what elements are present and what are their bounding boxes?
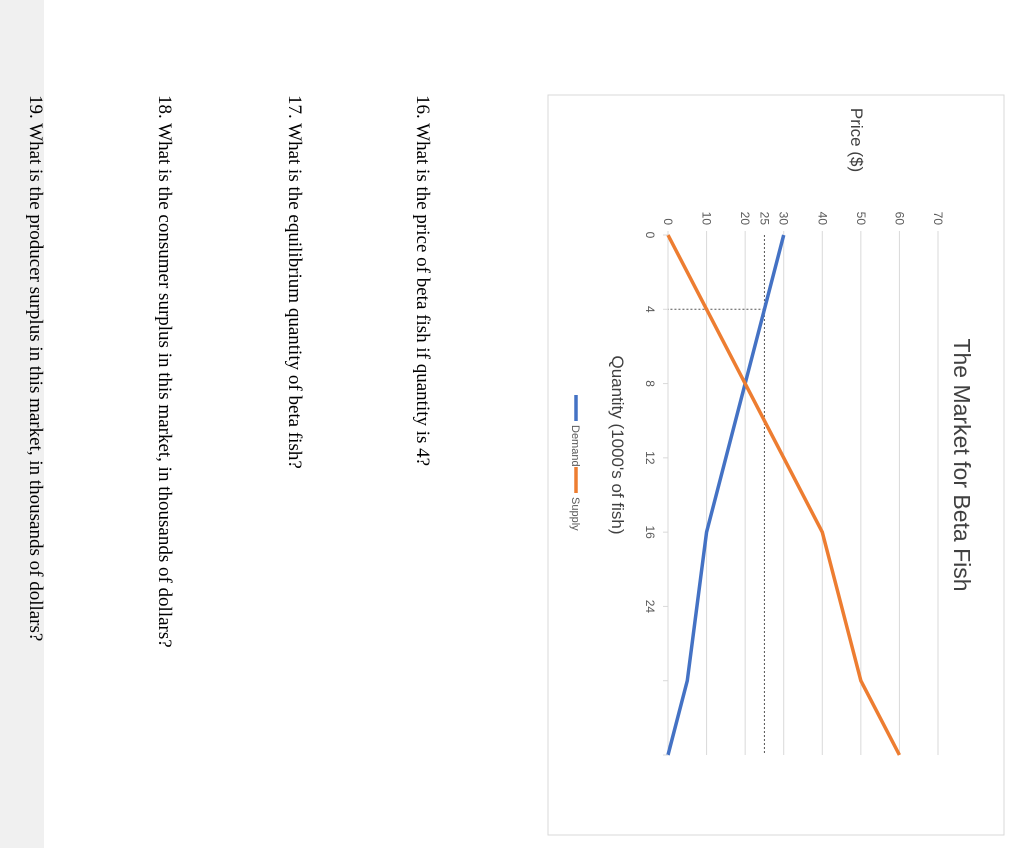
question-18: 18. What is the consumer surplus in this… xyxy=(154,95,175,648)
page-margin-bar xyxy=(0,0,44,848)
y-tick-label: 0 xyxy=(661,218,675,225)
supply-line xyxy=(666,234,901,756)
chart-title: The Market for Beta Fish xyxy=(949,338,975,591)
y-tick-label: 40 xyxy=(815,212,829,226)
x-tick-label: 0 xyxy=(643,232,657,239)
y-axis-title: Price ($) xyxy=(847,108,866,172)
x-tick-label: 8 xyxy=(643,380,657,387)
x-tick-label: 16 xyxy=(643,525,657,539)
series-lines xyxy=(666,234,901,756)
demand-legend-label: Demand xyxy=(569,425,581,467)
y-tick-label: 50 xyxy=(854,212,868,226)
y-tick-label: 60 xyxy=(892,212,906,226)
chart-frame xyxy=(547,94,1005,836)
x-tick-label: 24 xyxy=(643,600,657,614)
legend: Demand Supply xyxy=(569,395,581,531)
x-axis-title: Quantity (1000's of fish) xyxy=(608,356,627,535)
x-ticks: 0 4 8 12 16 24 xyxy=(643,232,668,756)
y-tick-label: 30 xyxy=(777,212,791,226)
gridlines xyxy=(667,231,939,755)
supply-legend-label: Supply xyxy=(569,497,581,531)
question-16: 16. What is the price of beta fish if qu… xyxy=(412,95,433,466)
y-tick-label: 20 xyxy=(738,212,752,226)
y-tick-label: 70 xyxy=(931,212,945,226)
y-ticks: 0 10 20 25 30 40 50 60 70 xyxy=(661,212,945,226)
x-tick-label: 12 xyxy=(643,451,657,465)
y-tick-label: 25 xyxy=(757,212,771,226)
question-17: 17. What is the equilibrium quantity of … xyxy=(284,95,305,469)
x-tick-label: 4 xyxy=(643,306,657,313)
y-tick-label: 10 xyxy=(700,212,714,226)
chart-plot: The Market for Beta Fish Price ($) Quant… xyxy=(569,108,975,756)
question-19: 19. What is the producer surplus in this… xyxy=(25,95,46,641)
demand-line xyxy=(666,234,786,756)
